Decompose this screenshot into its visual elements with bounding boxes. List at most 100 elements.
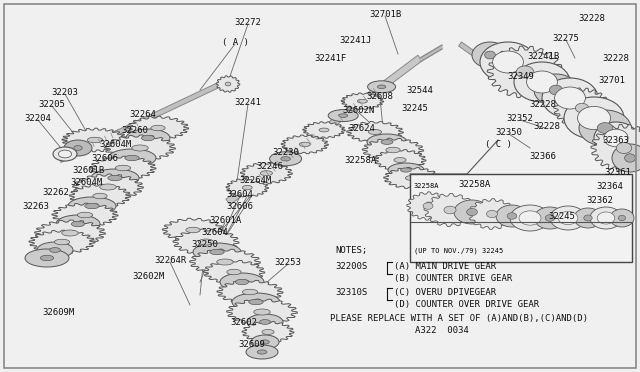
Ellipse shape (597, 123, 613, 134)
Ellipse shape (64, 140, 92, 156)
Ellipse shape (261, 340, 269, 344)
Polygon shape (374, 150, 426, 171)
Ellipse shape (484, 51, 495, 59)
Ellipse shape (260, 171, 273, 176)
Ellipse shape (253, 309, 270, 315)
Ellipse shape (54, 239, 70, 245)
Polygon shape (127, 116, 189, 140)
Text: 32230: 32230 (273, 148, 300, 157)
Ellipse shape (269, 152, 301, 166)
Ellipse shape (108, 149, 156, 167)
Text: 32604M: 32604M (70, 178, 102, 187)
Text: 32544: 32544 (406, 86, 433, 95)
Ellipse shape (542, 78, 598, 118)
Ellipse shape (514, 62, 570, 102)
Ellipse shape (53, 147, 77, 161)
Ellipse shape (25, 249, 69, 267)
Polygon shape (420, 45, 442, 62)
Ellipse shape (575, 103, 589, 113)
Polygon shape (591, 125, 640, 171)
Ellipse shape (225, 82, 231, 86)
Text: 32602: 32602 (230, 318, 257, 327)
Text: 32228: 32228 (603, 54, 629, 63)
Ellipse shape (534, 207, 566, 229)
Polygon shape (217, 280, 283, 304)
Text: 32228: 32228 (534, 122, 561, 131)
Polygon shape (72, 174, 143, 200)
Polygon shape (459, 42, 541, 102)
Ellipse shape (56, 215, 100, 233)
Ellipse shape (555, 87, 586, 109)
Ellipse shape (454, 200, 490, 224)
Polygon shape (281, 135, 328, 154)
Ellipse shape (367, 81, 396, 93)
Ellipse shape (125, 155, 140, 161)
Ellipse shape (319, 128, 329, 132)
Ellipse shape (93, 193, 107, 199)
Text: 32241: 32241 (235, 98, 261, 107)
Polygon shape (59, 129, 121, 162)
Ellipse shape (510, 205, 550, 231)
Ellipse shape (193, 243, 241, 261)
Polygon shape (204, 260, 265, 284)
Polygon shape (226, 55, 422, 205)
Text: 32352: 32352 (507, 114, 533, 123)
Ellipse shape (100, 184, 116, 190)
Ellipse shape (115, 165, 131, 171)
Ellipse shape (262, 330, 274, 334)
Text: 32250: 32250 (191, 240, 218, 249)
Text: (A) MAIN DRIVE GEAR: (A) MAIN DRIVE GEAR (394, 262, 496, 271)
Ellipse shape (40, 255, 54, 261)
Text: 32604: 32604 (202, 228, 228, 237)
Text: 32701: 32701 (598, 76, 625, 85)
Ellipse shape (564, 97, 624, 139)
Ellipse shape (590, 207, 622, 229)
Text: 32601A: 32601A (209, 216, 241, 225)
Text: 32349: 32349 (508, 72, 534, 81)
Text: 32366: 32366 (529, 152, 556, 161)
Ellipse shape (378, 85, 386, 89)
Ellipse shape (367, 134, 407, 150)
Ellipse shape (597, 212, 615, 224)
Ellipse shape (444, 206, 456, 214)
Text: 32241J: 32241J (339, 36, 371, 45)
Text: 32241B: 32241B (527, 52, 559, 61)
Polygon shape (347, 121, 403, 142)
Text: 32609M: 32609M (42, 308, 74, 317)
Text: 32245: 32245 (401, 104, 428, 113)
Ellipse shape (550, 206, 586, 230)
Text: PLEASE REPLACE WITH A SET OF (A)AND(B),(C)AND(D): PLEASE REPLACE WITH A SET OF (A)AND(B),(… (330, 314, 588, 323)
Ellipse shape (232, 293, 280, 311)
Polygon shape (303, 122, 345, 138)
Ellipse shape (401, 168, 412, 172)
Ellipse shape (604, 129, 628, 147)
Text: 32246: 32246 (257, 162, 284, 171)
Text: 32263: 32263 (22, 202, 49, 211)
Text: 32260: 32260 (122, 126, 148, 135)
Ellipse shape (151, 125, 165, 131)
Text: (B) COUNTER DRIVE GEAR: (B) COUNTER DRIVE GEAR (394, 274, 512, 283)
Text: 32363: 32363 (603, 136, 629, 145)
Text: 32624: 32624 (349, 124, 376, 133)
Ellipse shape (300, 142, 310, 147)
Ellipse shape (558, 211, 578, 225)
Ellipse shape (625, 154, 636, 162)
Text: ( A ): ( A ) (221, 38, 248, 47)
Ellipse shape (132, 145, 148, 151)
Ellipse shape (405, 176, 419, 180)
Text: 32228: 32228 (529, 100, 556, 109)
Ellipse shape (281, 157, 291, 161)
Ellipse shape (507, 213, 517, 219)
Ellipse shape (198, 239, 214, 245)
Polygon shape (29, 230, 95, 254)
Polygon shape (90, 156, 156, 180)
Polygon shape (189, 249, 260, 275)
Text: 32608: 32608 (367, 92, 394, 101)
Text: 32203: 32203 (52, 88, 79, 97)
Ellipse shape (519, 211, 541, 225)
Ellipse shape (480, 42, 536, 82)
Ellipse shape (243, 185, 252, 190)
Ellipse shape (68, 197, 116, 215)
Ellipse shape (37, 242, 73, 258)
Text: 32362: 32362 (587, 196, 613, 205)
